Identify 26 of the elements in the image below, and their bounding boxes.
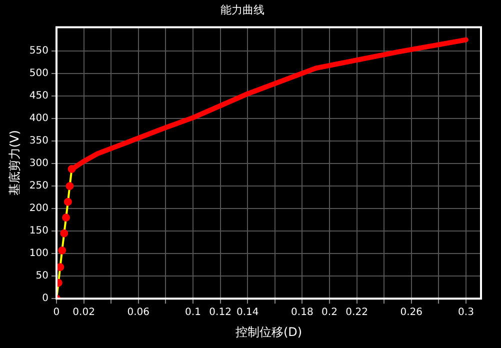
x-axis-title: 控制位移(D) bbox=[235, 324, 302, 339]
y-tick-label: 300 bbox=[29, 158, 48, 170]
y-tick-label: 500 bbox=[29, 68, 48, 80]
x-tick-label: 0.26 bbox=[400, 307, 423, 318]
y-tick-label: 450 bbox=[29, 90, 48, 102]
y-tick-label: 0 bbox=[42, 293, 48, 304]
y-tick-label: 250 bbox=[29, 180, 48, 192]
x-tick-label: 0.12 bbox=[209, 307, 232, 318]
x-tick-label: 0.18 bbox=[291, 307, 314, 318]
x-tick-label: 0.02 bbox=[72, 307, 95, 318]
y-tick-label: 200 bbox=[29, 203, 48, 214]
x-tick-label: 0.2 bbox=[322, 307, 338, 318]
chart-title: 能力曲线 bbox=[220, 3, 264, 16]
y-tick-label: 50 bbox=[36, 270, 48, 282]
x-tick-label: 0.06 bbox=[127, 307, 150, 318]
y-tick-label: 150 bbox=[29, 226, 48, 237]
x-tick-label: 0.22 bbox=[346, 307, 368, 318]
x-tick-label: 0 bbox=[53, 307, 60, 318]
y-tick-label: 350 bbox=[29, 136, 48, 147]
x-tick-label: 0.1 bbox=[185, 307, 201, 318]
x-tick-label: 0.3 bbox=[458, 307, 474, 318]
y-tick-label: 550 bbox=[29, 46, 48, 57]
y-tick-label: 100 bbox=[29, 248, 48, 260]
y-tick-label: 400 bbox=[29, 113, 48, 124]
y-axis-title: 基底剪力(V) bbox=[7, 130, 22, 196]
x-tick-label: 0.14 bbox=[236, 307, 259, 318]
